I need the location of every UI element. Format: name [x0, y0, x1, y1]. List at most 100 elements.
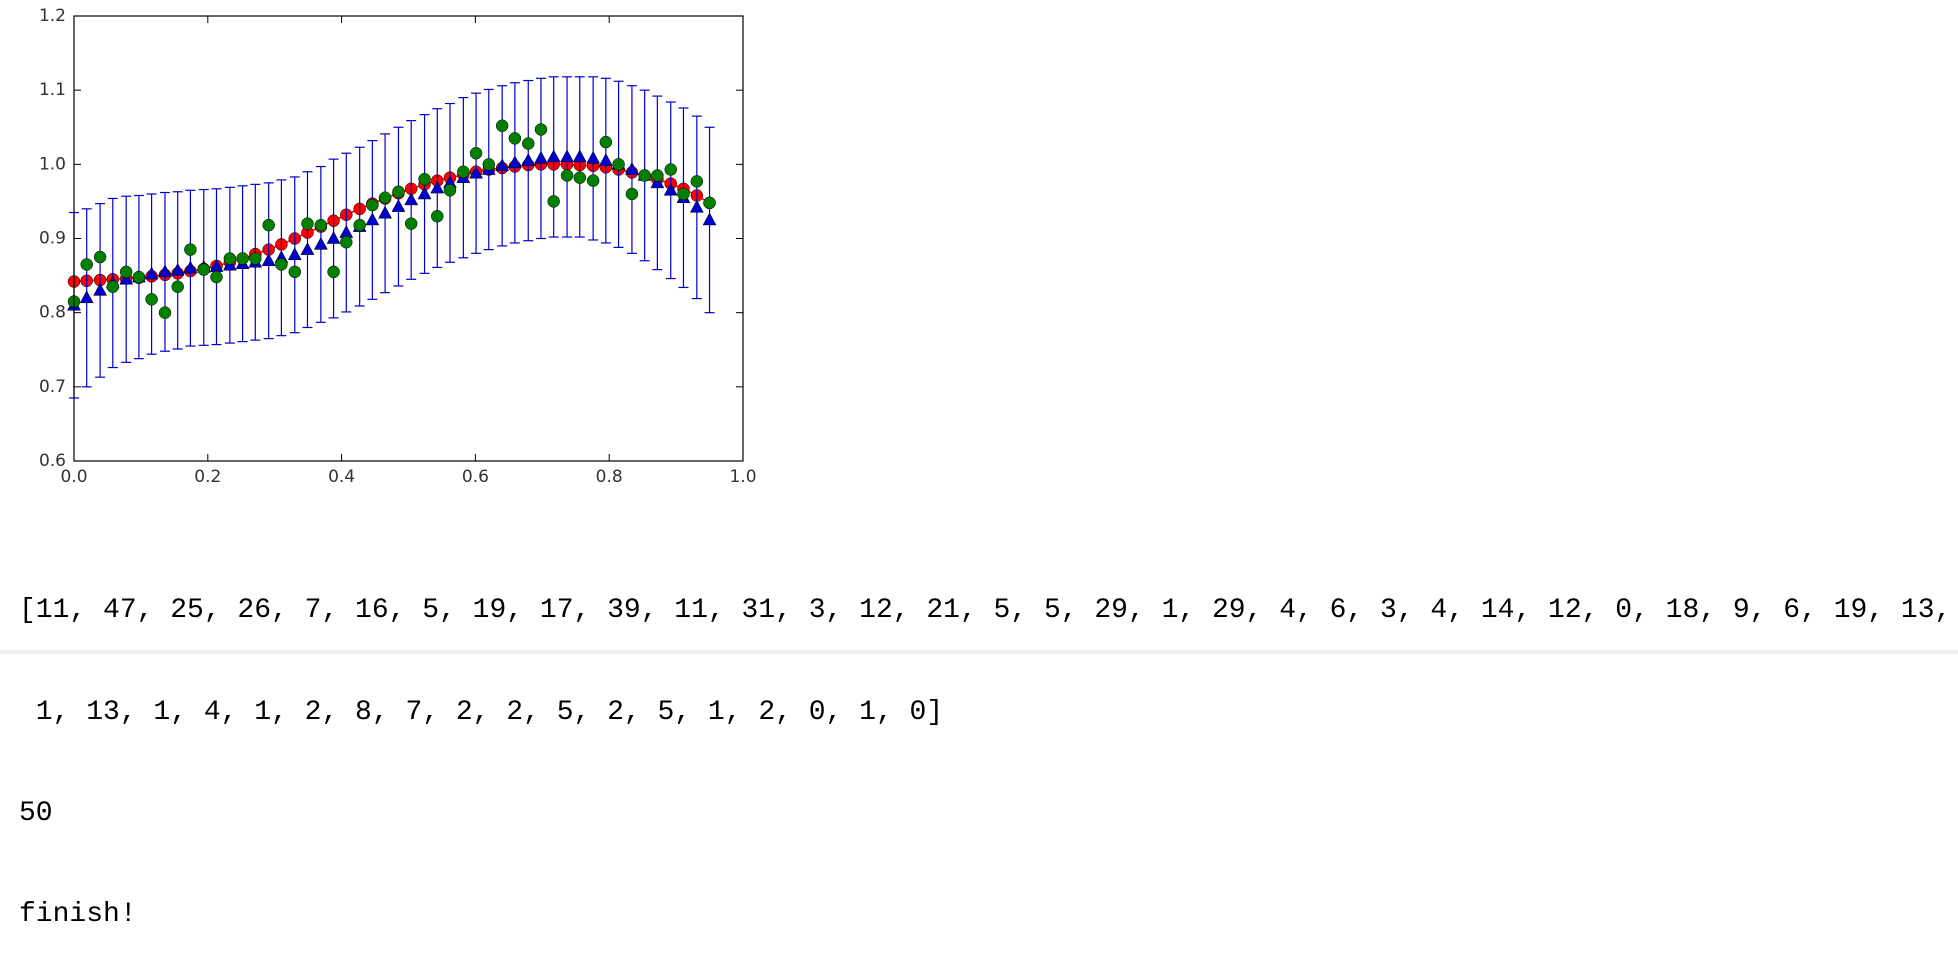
circle-marker [443, 184, 457, 197]
circle-marker [340, 235, 353, 249]
triangle-marker [144, 266, 159, 280]
circle-marker [482, 158, 496, 171]
circle-marker [599, 135, 613, 149]
output-line: finish! [19, 898, 137, 930]
chart: 0.0 0.2 0.4 0.6 0.8 1.0 0.6 0.7 0.8 0.9 1.0 1.1 1.2 [39, 6, 757, 487]
circle-marker [457, 165, 470, 178]
circle-marker [469, 146, 483, 160]
circle-marker [184, 243, 197, 256]
scroll-edge [0, 650, 1958, 654]
circle-marker [508, 132, 522, 145]
circle-marker [534, 123, 548, 136]
y-tick-label: 0.8 [39, 303, 66, 323]
circle-marker [158, 306, 172, 319]
triangle-marker [158, 264, 172, 278]
circle-marker [560, 169, 574, 182]
circle-marker [573, 171, 587, 184]
circle-marker [612, 158, 625, 171]
y-tick-label: 1.0 [39, 154, 66, 174]
triangle-marker [79, 290, 94, 304]
triangle-marker [313, 236, 328, 250]
y-tick-label: 0.6 [39, 451, 66, 471]
y-tick-label: 0.7 [39, 377, 66, 397]
plot-frame [73, 15, 744, 462]
page: 0.0 0.2 0.4 0.6 0.8 1.0 0.6 0.7 0.8 0.9 1.0 1.1 1.2 … [0, 6, 1958, 930]
triangle-marker [546, 149, 561, 163]
circle-marker [638, 169, 651, 182]
circle-marker [197, 263, 211, 276]
x-tick-label: 1.0 [729, 467, 756, 487]
triangle-marker [391, 199, 406, 212]
triangle-marker [430, 180, 445, 194]
triangle-marker [378, 205, 393, 219]
circle-marker [651, 169, 664, 182]
triangle-marker [572, 149, 587, 163]
circle-marker [353, 218, 366, 232]
triangle-marker [365, 212, 380, 226]
triangle-marker [534, 150, 548, 164]
circle-marker [495, 119, 509, 133]
triangle-marker [287, 247, 302, 261]
cell-output: [11, 47, 25, 26, 7, 16, 5, 19, 17, 39, 1… [19, 527, 1951, 965]
circle-marker [301, 217, 314, 230]
circle-marker [327, 265, 340, 279]
y-tick-label: 1.2 [39, 6, 66, 26]
circle-marker [431, 210, 444, 223]
x-tick-label: 0.6 [462, 467, 489, 487]
x-tick-label: 0.8 [596, 467, 623, 487]
triangle-marker [650, 175, 665, 189]
circle-marker [132, 270, 146, 284]
y-tick-label: 0.9 [39, 229, 66, 249]
circle-marker [236, 252, 249, 265]
triangle-marker [586, 150, 601, 164]
circle-marker [249, 252, 262, 265]
x-tick-label: 0.4 [328, 467, 355, 487]
circle-marker [275, 258, 288, 271]
circle-marker [392, 185, 405, 199]
circle-marker [404, 217, 418, 230]
circle-marker [80, 258, 93, 271]
triangle-marker [261, 253, 276, 266]
output-line: 1, 13, 1, 4, 1, 2, 8, 7, 2, 2, 5, 2, 5, … [19, 696, 944, 728]
circle-marker [418, 172, 431, 186]
triangle-marker [417, 186, 432, 200]
circle-marker [262, 218, 275, 232]
circle-marker [366, 198, 379, 212]
triangle-marker [625, 162, 639, 175]
triangle-marker [326, 230, 341, 244]
circle-marker [93, 250, 107, 264]
circle-marker [586, 174, 600, 187]
triangle-marker [404, 192, 419, 206]
x-tick-label: 0.2 [194, 467, 221, 487]
triangle-marker [469, 165, 483, 179]
circle-marker [223, 252, 237, 265]
circle-marker [703, 196, 716, 210]
triangle-marker [170, 262, 185, 276]
circle-marker [547, 195, 560, 208]
triangle-marker [521, 153, 536, 166]
triangle-marker [598, 153, 613, 166]
triangle-marker [183, 260, 198, 274]
output-line: 50 [19, 797, 53, 829]
circle-marker [171, 280, 184, 293]
triangle-marker [119, 271, 134, 285]
circle-marker [522, 137, 535, 150]
triangle-marker [495, 158, 510, 172]
circle-marker [106, 280, 120, 293]
circle-marker [378, 191, 392, 204]
triangle-marker [507, 155, 522, 169]
triangle-marker [663, 182, 678, 196]
circle-marker [145, 293, 158, 306]
triangle-marker [93, 282, 108, 296]
circle-marker [314, 218, 328, 232]
x-tick-label: 0.0 [60, 467, 87, 487]
triangle-marker [689, 199, 704, 213]
triangle-marker [300, 242, 315, 255]
circle-marker [625, 187, 639, 201]
circle-marker [210, 270, 223, 284]
plot-area [74, 16, 743, 461]
output-line: [11, 47, 25, 26, 7, 16, 5, 19, 17, 39, 1… [19, 595, 1952, 627]
triangle-marker [702, 212, 717, 226]
y-tick-label: 1.1 [39, 80, 66, 100]
circle-marker [119, 265, 133, 279]
